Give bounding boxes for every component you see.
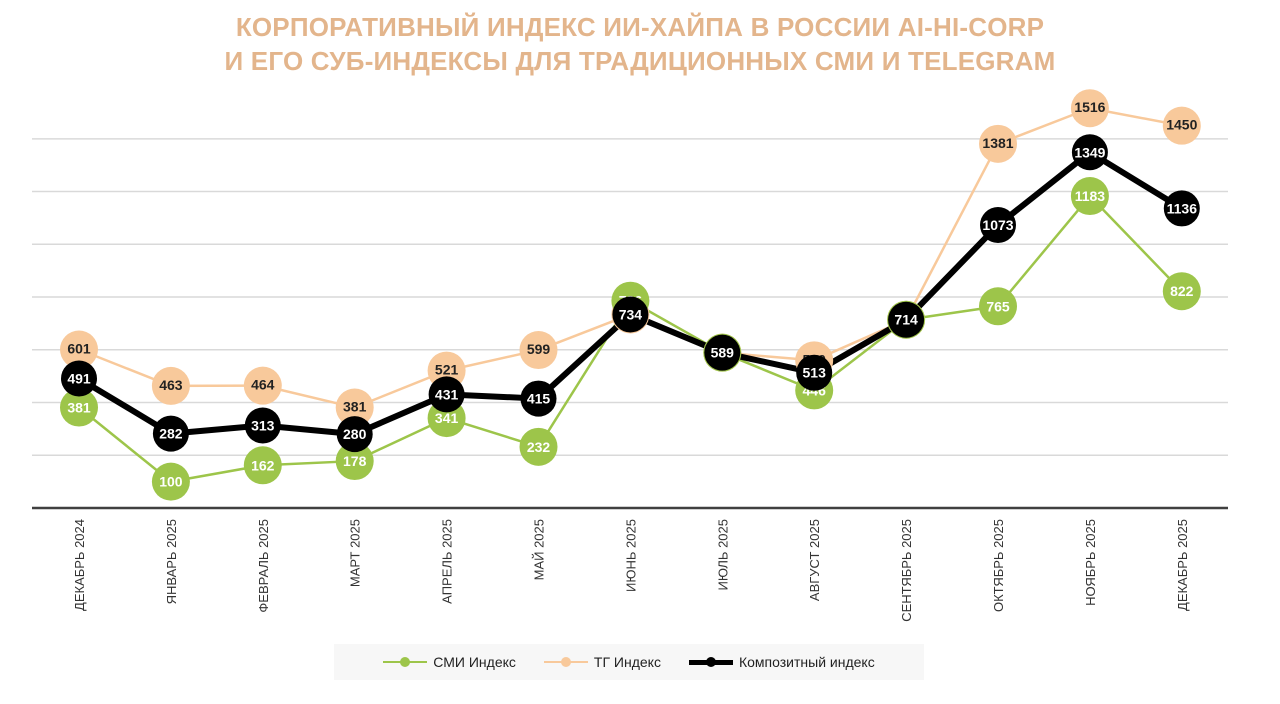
legend-label-tg: ТГ Индекс <box>593 654 661 670</box>
data-label-composite: 513 <box>803 365 827 381</box>
x-tick-label: МАЙ 2025 <box>532 519 547 580</box>
point-composite <box>888 301 925 338</box>
legend-item-tg: ТГ Индекс <box>543 654 661 670</box>
x-tick-label: ЯНВАРЬ 2025 <box>164 519 179 604</box>
point-smi <box>335 442 374 481</box>
chart-title-line-2: И ЕГО СУБ-ИНДЕКСЫ ДЛЯ ТРАДИЦИОННЫХ СМИ И… <box>224 46 1056 76</box>
data-label-composite: 1349 <box>1074 144 1105 160</box>
x-tick-label: НОЯБРЬ 2025 <box>1083 519 1098 606</box>
point-tg <box>243 366 282 405</box>
data-label-tg: 599 <box>527 341 551 357</box>
data-label-smi: 100 <box>159 474 183 490</box>
point-smi <box>519 427 558 466</box>
point-tg <box>151 366 190 405</box>
point-tg <box>519 331 558 370</box>
data-label-tg: 1381 <box>982 135 1013 151</box>
data-label-smi: 162 <box>251 457 275 473</box>
point-composite <box>704 334 741 371</box>
data-label-smi: 178 <box>343 453 367 469</box>
x-tick-label: ДЕКАБРЬ 2024 <box>72 519 87 611</box>
point-composite <box>152 415 189 452</box>
legend-swatch-smi <box>383 657 428 667</box>
point-tg <box>979 124 1017 163</box>
point-composite <box>1163 190 1200 227</box>
x-tick-label: ИЮНЬ 2025 <box>623 519 638 592</box>
data-label-composite: 280 <box>343 426 367 442</box>
data-label-smi: 822 <box>1170 283 1194 299</box>
point-smi <box>151 462 190 501</box>
legend-swatch-tg <box>543 657 588 667</box>
chart-title-line-1: КОРПОРАТИВНЫЙ ИНДЕКС ИИ-ХАЙПА В РОССИИ A… <box>235 12 1045 42</box>
point-smi <box>979 287 1017 326</box>
point-composite <box>1071 134 1108 171</box>
data-label-composite: 1073 <box>982 217 1013 233</box>
legend-item-composite: Композитный индекс <box>688 654 875 670</box>
data-label-tg: 463 <box>159 377 183 393</box>
data-label-composite: 431 <box>435 386 459 402</box>
data-label-tg: 464 <box>251 377 275 393</box>
x-tick-label: ФЕВРАЛЬ 2025 <box>256 519 271 613</box>
data-label-smi: 1183 <box>1075 188 1106 204</box>
data-label-composite: 282 <box>159 426 183 442</box>
point-smi <box>1070 177 1109 216</box>
data-label-tg: 381 <box>343 399 367 415</box>
data-label-tg: 521 <box>435 362 459 378</box>
x-tick-label: МАРТ 2025 <box>348 519 363 587</box>
point-composite <box>61 360 97 397</box>
x-tick-label: АПРЕЛЬ 2025 <box>440 519 455 604</box>
legend-item-smi: СМИ Индекс <box>383 654 516 670</box>
data-label-tg: 601 <box>67 341 91 357</box>
point-composite <box>796 354 833 391</box>
data-label-smi: 765 <box>986 298 1010 314</box>
point-composite <box>336 416 373 453</box>
x-tick-label: СЕНТЯБРЬ 2025 <box>899 519 914 622</box>
point-tg <box>60 330 98 369</box>
data-label-composite: 1136 <box>1167 200 1198 216</box>
x-tick-label: ОКТЯБРЬ 2025 <box>991 519 1006 612</box>
data-label-composite: 313 <box>251 417 275 433</box>
data-label-composite: 714 <box>894 312 918 328</box>
data-label-smi: 232 <box>527 439 551 455</box>
x-tick-label: ДЕКАБРЬ 2025 <box>1175 519 1190 611</box>
data-label-tg: 1516 <box>1074 99 1105 115</box>
data-label-composite: 415 <box>527 391 551 407</box>
point-composite <box>428 376 465 413</box>
data-label-composite: 734 <box>619 306 643 322</box>
point-composite <box>520 380 557 417</box>
point-smi <box>243 446 282 485</box>
point-tg <box>335 388 374 427</box>
data-label-composite: 491 <box>67 371 91 387</box>
point-composite <box>612 296 649 333</box>
legend-swatch-composite <box>688 657 733 667</box>
chart-title: КОРПОРАТИВНЫЙ ИНДЕКС ИИ-ХАЙПА В РОССИИ A… <box>0 10 1280 78</box>
series-line-tg <box>77 106 1184 409</box>
legend-label-smi: СМИ Индекс <box>433 654 516 670</box>
chart-legend: СМИ Индекс ТГ Индекс Композитный индекс <box>334 644 924 680</box>
legend-label-composite: Композитный индекс <box>738 654 875 670</box>
data-label-composite: 589 <box>711 345 735 361</box>
data-label-tg: 1450 <box>1166 117 1197 133</box>
point-smi <box>1162 272 1201 311</box>
data-label-smi: 381 <box>67 400 91 416</box>
series-line-smi <box>77 194 1184 483</box>
point-composite <box>244 407 281 444</box>
data-label-smi: 341 <box>435 410 459 426</box>
point-composite <box>980 207 1016 244</box>
point-smi <box>60 388 98 427</box>
point-tg <box>1162 106 1201 145</box>
x-tick-label: АВГУСТ 2025 <box>807 519 822 601</box>
point-tg <box>1070 89 1109 128</box>
x-tick-label: ИЮЛЬ 2025 <box>715 519 730 591</box>
